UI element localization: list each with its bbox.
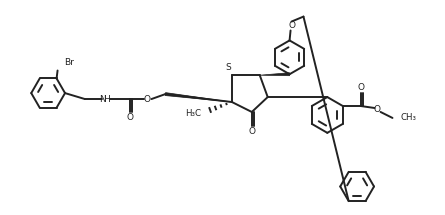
Text: S: S <box>225 63 231 72</box>
Text: O: O <box>126 114 133 122</box>
Polygon shape <box>165 93 232 102</box>
Text: H₃C: H₃C <box>185 109 201 118</box>
Text: O: O <box>373 106 380 114</box>
Text: Br: Br <box>65 58 74 67</box>
Text: H: H <box>103 95 110 104</box>
Text: O: O <box>288 21 295 30</box>
Text: O: O <box>357 83 364 92</box>
Polygon shape <box>260 73 290 76</box>
Text: CH₃: CH₃ <box>400 114 417 122</box>
Text: O: O <box>248 127 255 136</box>
Text: N: N <box>99 95 105 104</box>
Text: O: O <box>144 95 151 104</box>
